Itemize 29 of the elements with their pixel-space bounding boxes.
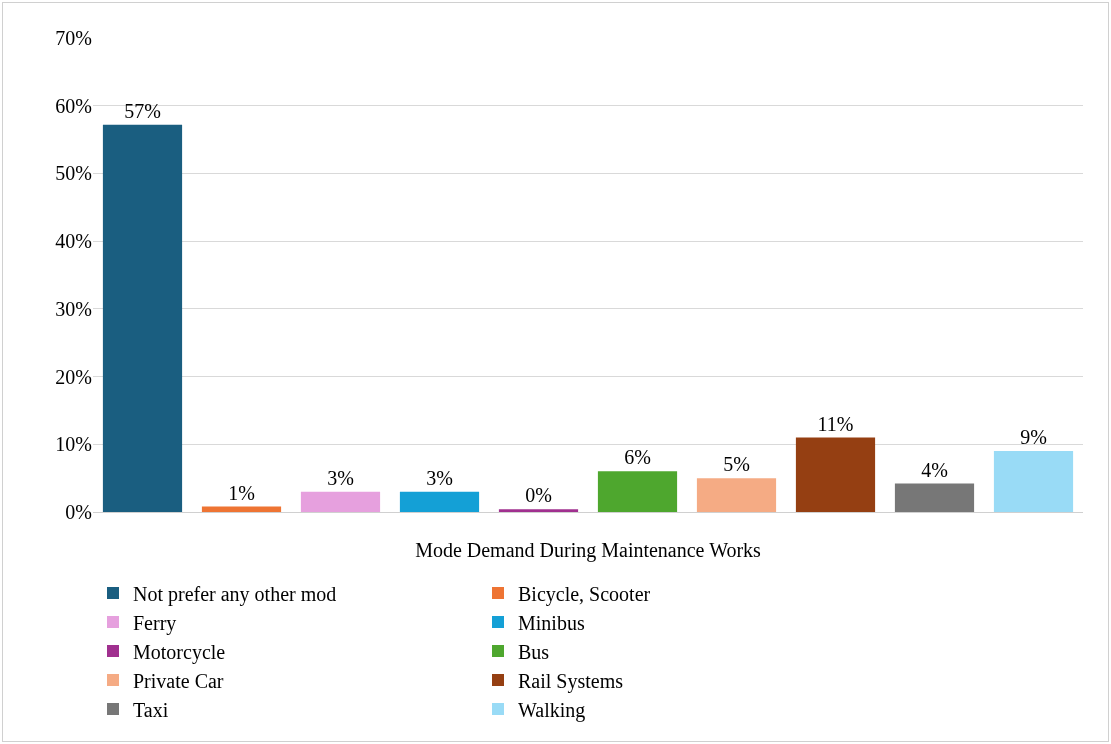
y-tick-label: 0% [65, 501, 92, 523]
data-label: 11% [817, 412, 854, 435]
data-label: 5% [723, 453, 750, 476]
data-label: 9% [1020, 426, 1047, 449]
x-axis-title: Mode Demand During Maintenance Works [415, 538, 762, 562]
legend-label: Bus [518, 640, 550, 663]
y-tick-label: 30% [55, 297, 92, 320]
legend-label: Rail Systems [518, 669, 624, 693]
legend-label: Walking [518, 698, 586, 722]
legend-label: Bicycle, Scooter [518, 582, 651, 606]
legend-label: Taxi [133, 698, 169, 721]
data-label: 0% [525, 484, 552, 507]
legend-label: Motorcycle [133, 640, 226, 664]
data-label: 4% [921, 458, 948, 481]
y-tick-label: 50% [55, 162, 92, 185]
data-label: 1% [228, 481, 255, 504]
data-label: 3% [327, 466, 354, 489]
y-tick-label: 40% [55, 230, 92, 253]
y-tick-label: 20% [55, 365, 92, 388]
y-tick-label: 60% [55, 94, 92, 117]
y-tick-label: 70% [55, 27, 92, 49]
legend-label: Not prefer any other mod [133, 582, 337, 606]
y-tick-label: 10% [55, 433, 92, 456]
legend-label: Minibus [518, 611, 585, 634]
legend-label: Private Car [133, 669, 224, 692]
data-label: 57% [124, 99, 161, 122]
legend-label: Ferry [133, 611, 177, 635]
data-label: 6% [624, 446, 651, 469]
data-label: 3% [426, 466, 453, 489]
